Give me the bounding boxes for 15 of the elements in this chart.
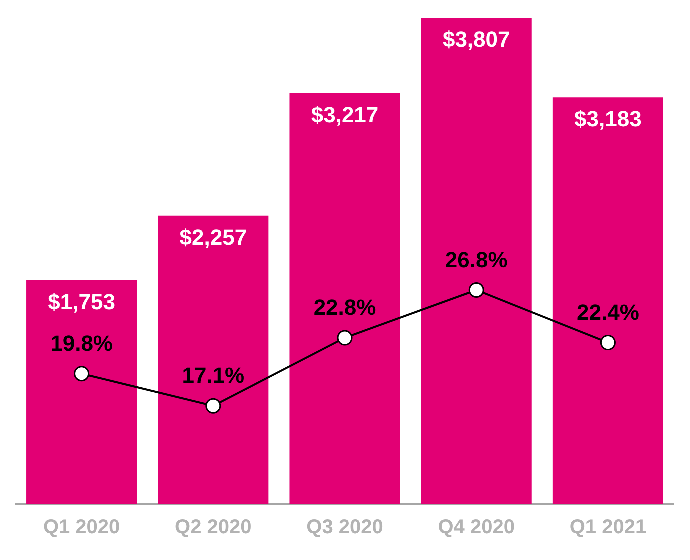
data-label: $2,257 <box>180 224 248 250</box>
data-label: 22.8% <box>314 295 376 320</box>
x-tick-label: Q1 2021 <box>570 516 647 539</box>
data-label: $3,807 <box>442 27 510 52</box>
data-label: 22.4% <box>577 300 640 325</box>
data-label: $1,753 <box>48 289 116 314</box>
data-label: $3,183 <box>574 106 642 132</box>
x-tick-label: Q4 2020 <box>438 516 515 539</box>
data-label: 26.8% <box>445 247 508 272</box>
x-tick-label: Q3 2020 <box>306 516 384 539</box>
data-label: 19.8% <box>50 330 113 356</box>
data-label: 17.1% <box>182 363 245 388</box>
x-tick-label: Q1 2020 <box>43 516 120 539</box>
x-tick-label: Q2 2020 <box>175 516 252 539</box>
data-label: $3,217 <box>311 102 379 128</box>
